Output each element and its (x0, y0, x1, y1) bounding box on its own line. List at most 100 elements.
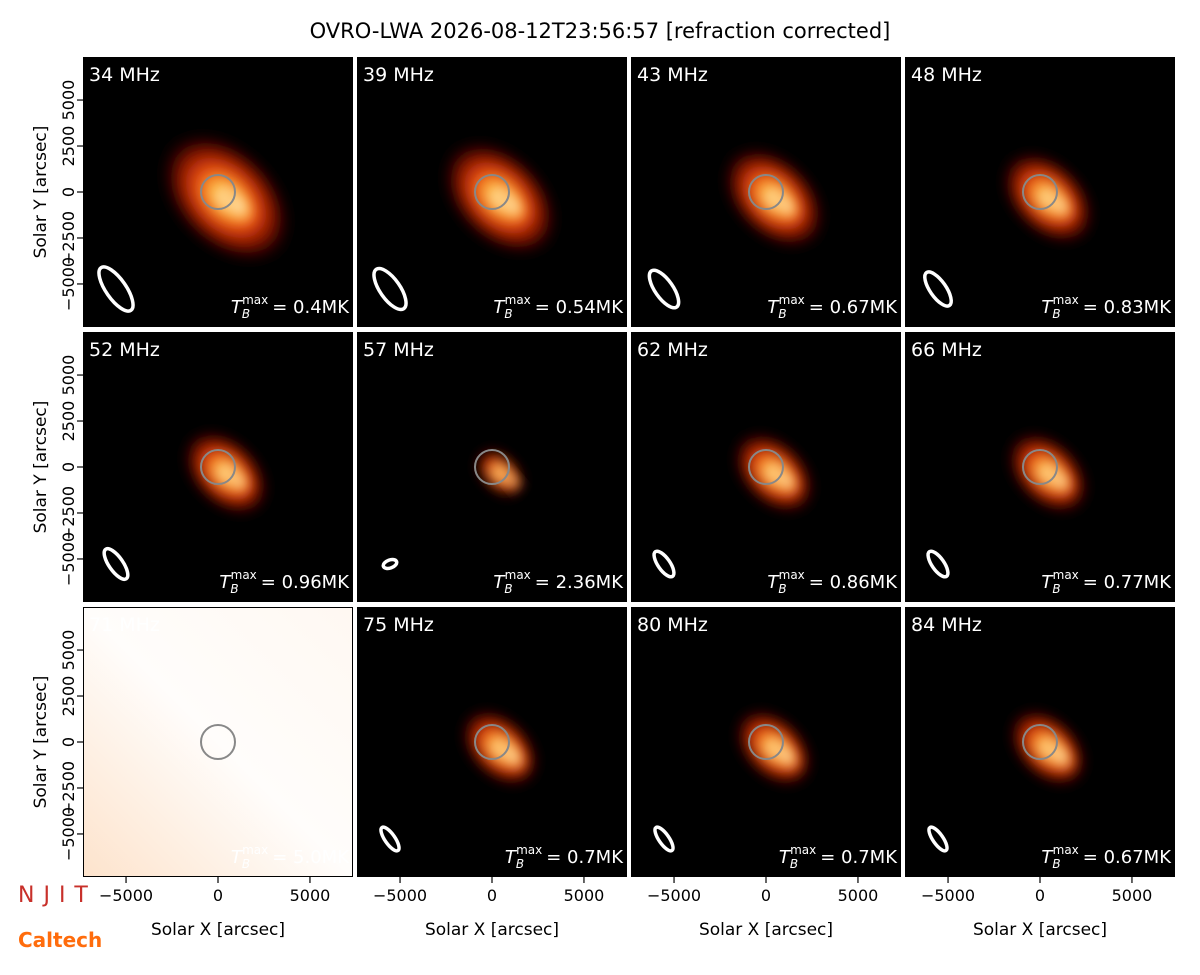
panel-frame (83, 607, 353, 877)
y-tick-label: −2500 (59, 761, 78, 815)
annotation-symbol: T (1041, 847, 1054, 868)
x-axis-label: Solar X [arcsec] (699, 920, 833, 940)
annotation-symbol: T (767, 572, 780, 593)
solar-disk (474, 449, 510, 485)
annotation-sub: B (790, 857, 798, 871)
solar-disk (200, 449, 236, 485)
annotation-symbol: T (1041, 572, 1054, 593)
y-tick-label: 2500 (59, 676, 78, 717)
annotation-sup: max (505, 293, 531, 307)
annotation-sub: B (242, 307, 250, 321)
panel: 52 MHz TBmax = 0.96MK −5000−2500 0 2500 5000 (59, 332, 353, 602)
radio-core (497, 739, 527, 773)
solar-disk (474, 174, 510, 210)
tmax-annotation: TBmax = 0.86MK (767, 568, 898, 596)
panel-title: 71 MHz (89, 614, 160, 636)
tmax-annotation: TBmax = 0.67MK (1041, 843, 1172, 871)
radio-core (496, 188, 528, 224)
x-axis-label: Solar X [arcsec] (151, 920, 285, 940)
annotation-text: = 0.54MK (535, 297, 624, 318)
y-tick-label: 5000 (59, 630, 78, 671)
x-tick-label: 0 (487, 886, 497, 905)
panel: 75 MHz TBmax = 0.7MK −5000 0 5000 (357, 607, 627, 905)
beam (647, 268, 681, 310)
annotation-sub: B (242, 857, 250, 871)
x-tick-label: 5000 (290, 886, 331, 905)
radio-core (771, 739, 801, 773)
y-tick-label: −5000 (59, 807, 78, 861)
panel: 84 MHz TBmax = 0.67MK −5000 0 5000 (905, 607, 1175, 905)
logo-caltech: Caltech (18, 928, 102, 952)
x-tick-label: 0 (1035, 886, 1045, 905)
panel-frame (905, 57, 1175, 327)
x-tick-label: 5000 (1112, 886, 1153, 905)
annotation-symbol: T (231, 297, 244, 318)
solar-disk (748, 174, 784, 210)
panel: 34 MHz TBmax = 0.4MK −5000−2500 0 2500 5000 (59, 57, 353, 327)
annotation-text: = 0.86MK (809, 572, 898, 593)
x-tick-label: −5000 (921, 886, 975, 905)
annotation-sup: max (1053, 843, 1079, 857)
annotation-symbol: T (219, 572, 232, 593)
tmax-annotation: TBmax = 0.4MK (231, 293, 350, 321)
panel-frame (631, 332, 901, 602)
y-tick-label: 2500 (59, 401, 78, 442)
annotation-symbol: T (767, 297, 780, 318)
beam (102, 546, 130, 582)
tmax-annotation: TBmax = 0.77MK (1041, 568, 1172, 596)
annotation-sup: max (242, 293, 268, 307)
annotation-symbol: T (1041, 297, 1054, 318)
y-tick-label: 5000 (59, 355, 78, 396)
radio-core (1046, 465, 1074, 497)
annotation-text: = 0.83MK (1083, 297, 1172, 318)
beam (652, 549, 676, 579)
radio-core (1046, 190, 1074, 222)
radio-core (1045, 739, 1075, 773)
panel-title: 34 MHz (89, 64, 160, 86)
annotation-sup: max (505, 568, 531, 582)
panel-title: 43 MHz (637, 64, 708, 86)
annotation-text: = 0.4MK (272, 297, 350, 318)
radio-core (772, 465, 800, 497)
x-tick-label: −5000 (99, 886, 153, 905)
panel: 66 MHz TBmax = 0.77MK (905, 332, 1175, 602)
beam (926, 549, 950, 579)
logo-njit: NJIT (18, 883, 97, 908)
beam (923, 270, 953, 308)
panel: 39 MHz TBmax = 0.54MK (357, 57, 627, 327)
annotation-sub: B (778, 582, 786, 596)
panel-title: 80 MHz (637, 614, 708, 636)
x-tick-label: 5000 (838, 886, 879, 905)
panel-title: 75 MHz (363, 614, 434, 636)
panel-frame (631, 607, 901, 877)
solar-disk (474, 724, 510, 760)
beam (97, 265, 135, 313)
annotation-text: = 0.67MK (809, 297, 898, 318)
annotation-symbol: T (505, 847, 518, 868)
panel-frame (357, 607, 627, 877)
solar-disk (1022, 449, 1058, 485)
radio-core (220, 186, 256, 226)
panel-frame (357, 332, 627, 602)
panel-title: 62 MHz (637, 339, 708, 361)
tmax-annotation: TBmax = 0.54MK (493, 293, 624, 321)
y-tick-label: −5000 (59, 532, 78, 586)
panel-frame (631, 57, 901, 327)
annotation-text: = 0.77MK (1083, 572, 1172, 593)
annotation-symbol: T (493, 297, 506, 318)
solar-disk (748, 724, 784, 760)
annotation-sup: max (1053, 568, 1079, 582)
annotation-sub: B (230, 582, 238, 596)
panel: 62 MHz TBmax = 0.86MK (631, 332, 901, 602)
annotation-sup: max (516, 843, 542, 857)
figure-title: OVRO-LWA 2026-08-12T23:56:57 [refraction… (310, 19, 891, 43)
y-tick-label: −2500 (59, 486, 78, 540)
panel: 57 MHz TBmax = 2.36MK (357, 332, 627, 602)
panel-title: 57 MHz (363, 339, 434, 361)
annotation-text: = 2.36MK (535, 572, 624, 593)
y-tick-label: 0 (59, 462, 78, 472)
annotation-symbol: T (493, 572, 506, 593)
y-axis-label: Solar Y [arcsec] (31, 401, 51, 534)
